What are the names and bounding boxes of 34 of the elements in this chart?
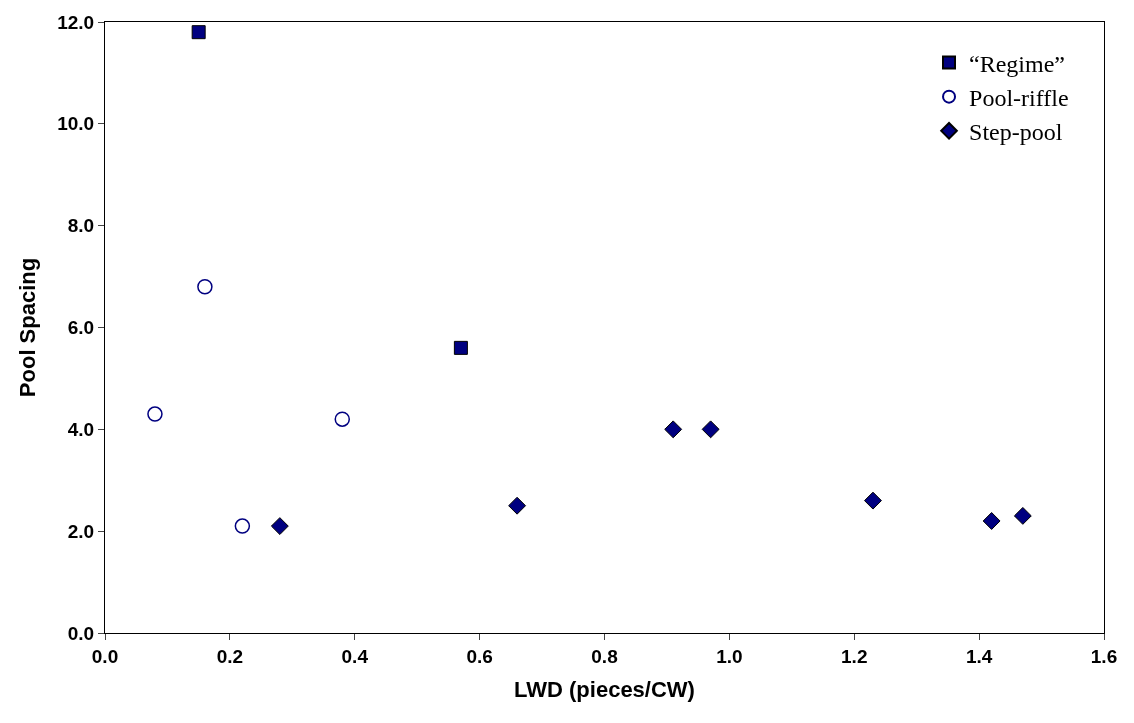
point [453,340,468,355]
point [701,420,720,439]
y-tick-label: 0.0 [67,622,95,644]
x-tick-label: 0.4 [341,645,369,667]
y-tick-label: 4.0 [67,418,95,440]
y-tick-label: 12.0 [57,11,95,33]
x-tick-label: 1.0 [716,645,743,667]
x-tick-label: 1.4 [965,645,993,667]
point [234,518,251,534]
point [1013,506,1032,525]
y-tick-label: 2.0 [67,520,95,542]
y-tick-label: 10.0 [57,113,95,135]
point [664,420,683,439]
point [197,279,213,295]
y-axis-title: Pool Spacing [15,257,41,398]
x-tick-label: 0.2 [216,645,244,667]
point [334,411,351,427]
legend-label: Step-pool [969,119,1063,146]
x-axis-title: LWD (pieces/CW) [514,676,695,702]
y-tick-label: 8.0 [67,215,95,237]
x-tick-label: 0.0 [91,645,119,667]
point [270,517,289,536]
point [147,406,163,422]
legend-label: “Regime” [969,50,1065,77]
point [864,491,882,510]
x-tick-label: 0.6 [466,645,493,667]
point [191,25,206,40]
legend-label: Pool-riffle [969,84,1069,111]
x-tick-label: 0.8 [591,645,618,667]
x-tick-label: 1.6 [1090,645,1118,667]
x-tick-label: 1.2 [841,645,868,667]
point [508,496,527,515]
y-tick-label: 6.0 [67,317,95,339]
point [982,512,1001,530]
